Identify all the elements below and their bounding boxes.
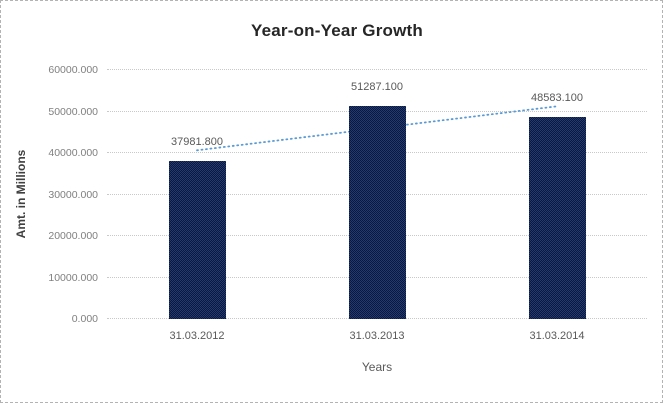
y-tick-label: 50000.000 — [48, 105, 98, 118]
y-tick-label: 10000.000 — [48, 271, 98, 284]
data-label: 37981.800 — [171, 136, 223, 149]
y-tick-label: 40000.000 — [48, 147, 98, 159]
y-tick-label: 60000.000 — [48, 64, 98, 76]
x-tick-label: 31.03.2012 — [169, 330, 225, 342]
gridline — [107, 69, 647, 70]
bar-31.03.2013 — [348, 106, 406, 319]
y-tick-label: 30000.000 — [48, 188, 98, 201]
x-tick-label: 31.03.2013 — [349, 330, 405, 342]
chart-title: Year-on-Year Growth — [251, 21, 423, 40]
data-label: 48583.100 — [531, 92, 583, 105]
x-axis-title: Years — [361, 360, 393, 374]
y-tick-label: 0.000 — [71, 313, 98, 325]
plot-area: 37981.800 51287.100 48583.100 — [107, 69, 647, 319]
x-tick-label: 31.03.2014 — [529, 330, 585, 342]
bar-31.03.2012 — [168, 161, 226, 319]
bar-31.03.2014 — [528, 117, 586, 319]
y-tick-label: 20000.000 — [48, 230, 98, 242]
data-label: 51287.100 — [351, 81, 403, 94]
